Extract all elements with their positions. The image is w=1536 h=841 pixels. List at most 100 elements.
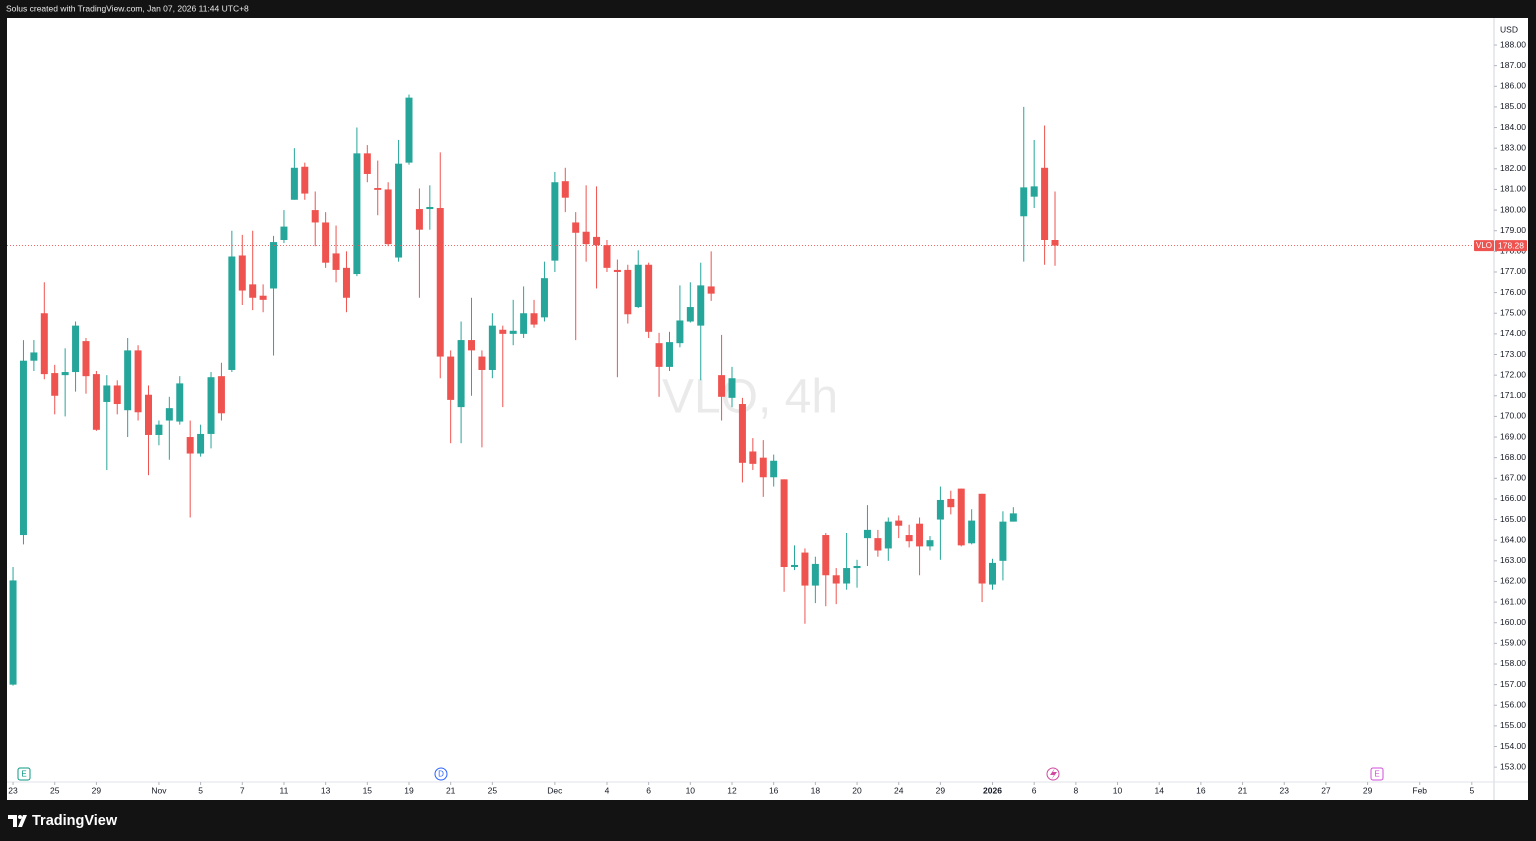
x-tick-label: 6 [1032,785,1037,795]
candle-body [665,342,673,367]
candle-body [113,385,121,405]
candle-body [988,562,996,585]
candle-body [384,189,392,245]
y-tick-label: 160.00 [1500,617,1526,627]
candle-body [228,256,236,370]
candle-body [905,535,913,542]
earnings-icon[interactable] [17,767,31,781]
y-tick-label: 176.00 [1500,287,1526,297]
candle-body [342,267,350,298]
y-tick-label: 179.00 [1500,225,1526,235]
candle-body [655,343,663,367]
x-tick-label: 29 [1363,785,1373,795]
candle-body [61,372,69,376]
candle-body [249,284,257,298]
x-tick-label: 13 [321,785,331,795]
x-tick-label: Dec [547,785,563,795]
candle-body [551,182,559,261]
watermark: VLO, 4h [662,371,838,424]
y-tick-label: 180.00 [1500,204,1526,214]
y-tick-label: 184.00 [1500,122,1526,132]
symbol-badge [1474,240,1494,252]
candle-body [926,540,934,547]
y-tick-label: 155.00 [1500,720,1526,730]
candle-body [176,383,184,422]
y-tick-label: 185.00 [1500,101,1526,111]
x-tick-label: 23 [8,785,18,795]
candle-body [488,325,496,370]
y-tick-label: 161.00 [1500,596,1526,606]
candle-body [530,313,538,325]
earnings-icon[interactable] [1370,767,1384,781]
candle-body [499,329,507,334]
y-tick-label: 182.00 [1500,163,1526,173]
x-tick-label: 15 [363,785,373,795]
candle-body [270,242,278,289]
candle-body [770,460,778,478]
y-tick-label: 163.00 [1500,555,1526,565]
x-tick-label: 29 [92,785,102,795]
x-tick-label: 24 [894,785,904,795]
candle-body [759,457,767,478]
candle-body [165,408,173,421]
x-tick-label: 4 [605,785,610,795]
candle-body [645,264,653,332]
x-tick-label: 21 [1238,785,1248,795]
y-tick-label: 174.00 [1500,328,1526,338]
candle-body [582,231,590,245]
candle-body [9,580,17,685]
brand-name: TradingView [32,813,118,829]
candle-body [895,520,903,526]
x-tick-label: Feb [1412,785,1427,795]
y-tick-label: 169.00 [1500,431,1526,441]
candle-body [363,153,371,174]
logo-dot [18,815,22,819]
candle-body [259,295,267,300]
dividend-icon[interactable] [434,767,448,781]
x-tick-label: 5 [198,785,203,795]
y-tick-label: 154.00 [1500,741,1526,751]
y-tick-label: 167.00 [1500,473,1526,483]
x-tick-label: 7 [240,785,245,795]
x-tick-label: 10 [1113,785,1123,795]
lightning [1050,768,1057,780]
candle-body [884,521,892,549]
candle-body [72,325,80,373]
candle-body [916,523,924,547]
candle-body [1030,186,1038,197]
candle-body [572,222,580,233]
x-tick-label: 6 [646,785,651,795]
candle-body [749,451,757,464]
candle-body [832,575,840,584]
y-tick-label: 183.00 [1500,142,1526,152]
y-tick-label: 158.00 [1500,658,1526,668]
candle-body [405,97,413,163]
event-label: E [21,770,26,779]
candle-body [395,163,403,258]
x-tick-label: 8 [1073,785,1078,795]
x-tick-label: 20 [852,785,862,795]
candle-body [478,356,486,370]
candle-body [415,209,423,230]
y-tick-label: 156.00 [1500,699,1526,709]
candle-body [280,226,288,240]
candle-body [134,350,142,413]
candle-body [92,374,100,430]
y-tick-label: 173.00 [1500,349,1526,359]
logo [8,815,27,827]
candle-body [561,181,569,198]
candle-body [301,166,309,194]
y-tick-label: 165.00 [1500,514,1526,524]
price-badge [1495,240,1527,252]
candle-body [30,352,38,361]
candle-body [311,210,319,223]
symbol-label: VLO [1476,241,1492,250]
candles [9,94,1059,686]
event-label: D [438,770,444,779]
candle-body [155,424,163,435]
header: Solus created with TradingView.com, Jan … [6,3,249,13]
candle-body [1009,513,1017,522]
candle-body [957,488,965,546]
candle-body [1041,167,1049,240]
